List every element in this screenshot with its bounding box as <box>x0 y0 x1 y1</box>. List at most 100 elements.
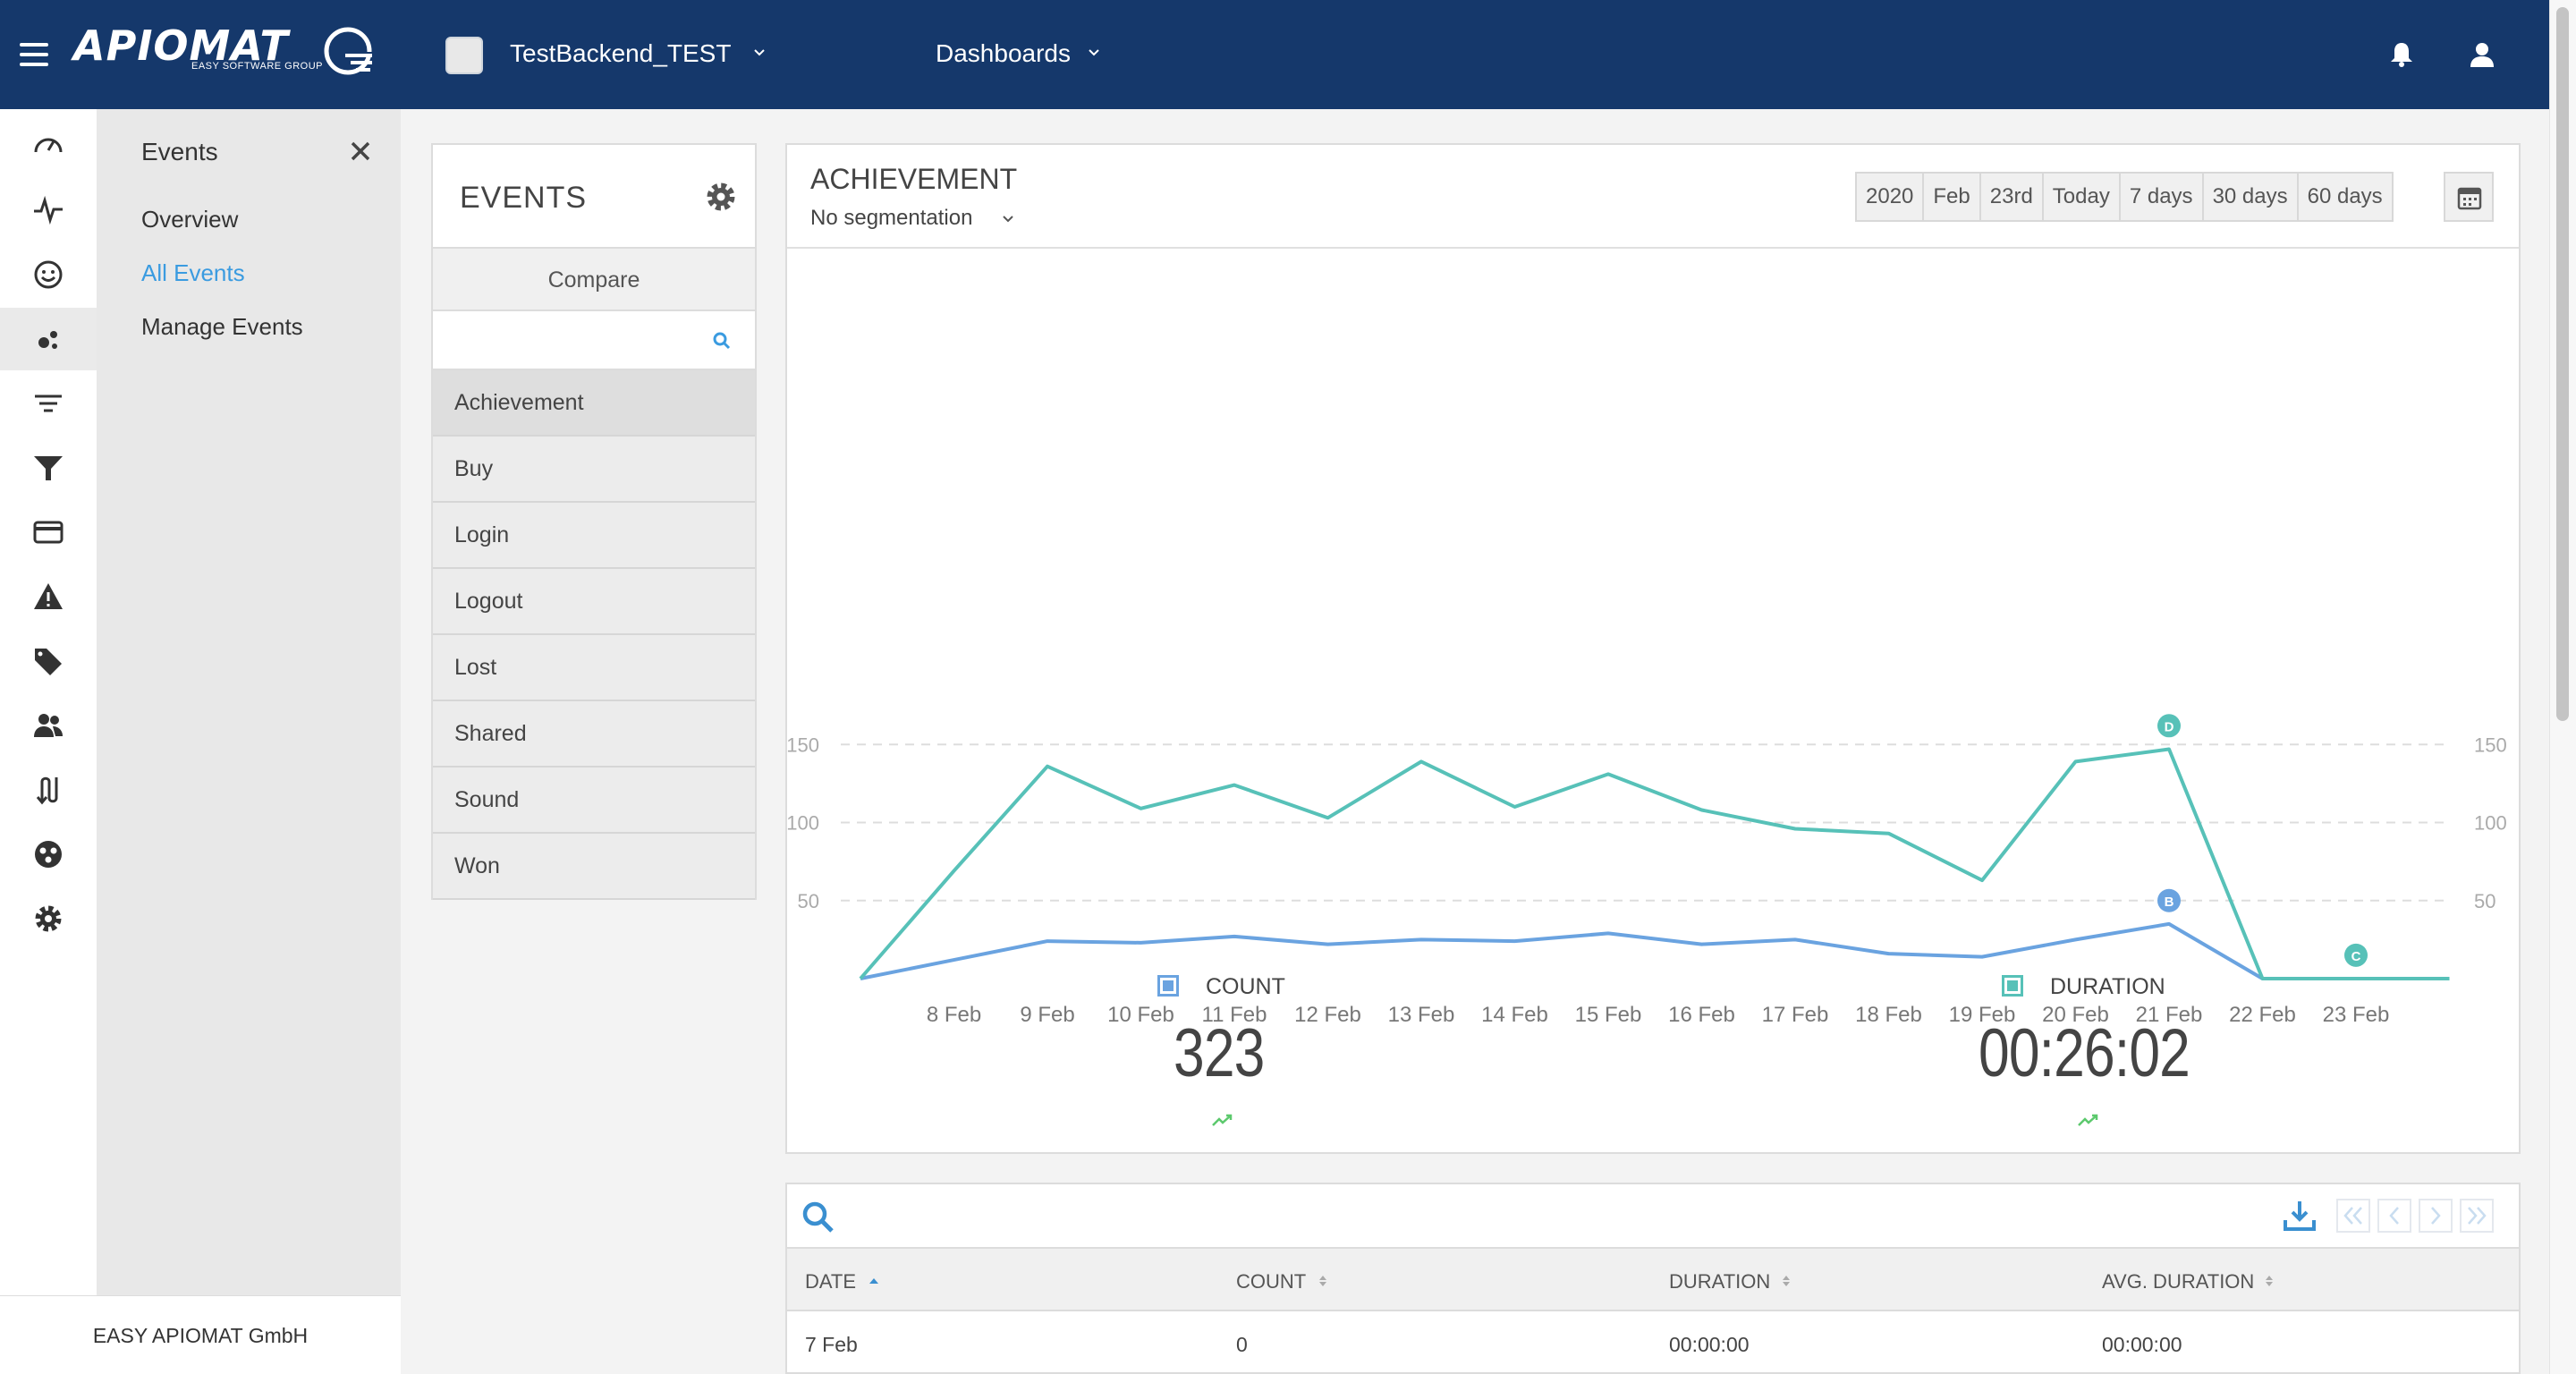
logo[interactable]: APIOMAT EASY SOFTWARE GROUP <box>73 21 377 84</box>
y-tick-label-left: 50 <box>798 890 819 912</box>
period-today-button[interactable]: Today <box>2044 174 2121 220</box>
column-header-avg-duration[interactable]: AVG. DURATION <box>2102 1270 2254 1293</box>
sort-icon[interactable] <box>1780 1274 1792 1288</box>
rail-events[interactable] <box>0 308 97 370</box>
close-icon[interactable] <box>349 140 372 163</box>
bell-icon[interactable] <box>2386 39 2417 70</box>
x-tick-label: 15 Feb <box>1575 1003 1642 1027</box>
gear-icon <box>31 902 65 936</box>
period-selector: 2020 Feb 23rd Today 7 days 30 days 60 da… <box>1855 172 2394 222</box>
scrollbar-thumb[interactable] <box>2556 7 2569 721</box>
rail-filters[interactable] <box>0 372 97 435</box>
period-23rd-button[interactable]: 23rd <box>1981 174 2044 220</box>
count-legend-swatch[interactable] <box>1157 975 1179 997</box>
x-tick-label: 8 Feb <box>927 1003 981 1027</box>
x-tick-label: 10 Feb <box>1107 1003 1174 1027</box>
table-header: DATE COUNT DURATION AVG. DURATION <box>787 1247 2519 1311</box>
chevron-down-icon[interactable] <box>1002 213 1014 225</box>
warning-icon <box>31 580 65 614</box>
y-tick-label-right: 100 <box>2474 812 2507 835</box>
first-page-button[interactable] <box>2336 1199 2370 1233</box>
chevron-down-icon[interactable] <box>753 47 766 59</box>
tag-icon <box>31 644 65 678</box>
submenu-link-overview[interactable]: Overview <box>141 206 238 233</box>
period-7-days-button[interactable]: 7 days <box>2121 174 2204 220</box>
funnel-icon <box>31 451 65 485</box>
x-tick-label: 22 Feb <box>2229 1003 2296 1027</box>
rail-analytics[interactable] <box>0 179 97 242</box>
event-item-lost[interactable]: Lost <box>433 635 755 701</box>
rail-dashboard[interactable] <box>0 114 97 177</box>
app-icon[interactable] <box>445 37 483 74</box>
event-item-shared[interactable]: Shared <box>433 701 755 768</box>
rail-engagement[interactable] <box>0 243 97 306</box>
table-cell-duration: 00:00:00 <box>1669 1333 1750 1357</box>
column-header-date[interactable]: DATE <box>805 1270 856 1293</box>
dashboard-icon <box>31 129 65 163</box>
period-feb-button[interactable]: Feb <box>1924 174 1980 220</box>
event-item-sound[interactable]: Sound <box>433 768 755 834</box>
top-bar: APIOMAT EASY SOFTWARE GROUP TestBackend_… <box>0 0 2549 109</box>
logo-subtitle: EASY SOFTWARE GROUP <box>191 61 323 72</box>
sort-asc-icon[interactable] <box>868 1274 880 1288</box>
events-search-input[interactable] <box>433 311 755 370</box>
filter-lines-icon <box>31 386 65 420</box>
event-item-logout[interactable]: Logout <box>433 569 755 635</box>
column-header-duration[interactable]: DURATION <box>1669 1270 1770 1293</box>
event-item-won[interactable]: Won <box>433 834 755 900</box>
x-tick-label: 17 Feb <box>1762 1003 1829 1027</box>
rail-users[interactable] <box>0 694 97 757</box>
hamburger-menu-icon[interactable] <box>20 43 48 66</box>
calendar-button[interactable] <box>2444 172 2494 222</box>
period-30-days-button[interactable]: 30 days <box>2204 174 2299 220</box>
rail-revenue[interactable] <box>0 501 97 564</box>
activity-icon <box>31 193 65 227</box>
prev-page-button[interactable] <box>2377 1199 2411 1233</box>
column-header-count[interactable]: COUNT <box>1236 1270 1306 1293</box>
rail-flows[interactable] <box>0 759 97 821</box>
download-icon[interactable] <box>2283 1199 2317 1233</box>
event-item-login[interactable]: Login <box>433 503 755 569</box>
event-item-achievement[interactable]: Achievement <box>433 370 755 437</box>
gear-icon[interactable] <box>703 179 739 215</box>
last-page-button[interactable] <box>2460 1199 2494 1233</box>
app-selector[interactable]: TestBackend_TEST <box>510 39 731 68</box>
segmentation-dropdown[interactable]: No segmentation <box>810 206 972 231</box>
icon-rail <box>0 109 97 1374</box>
rail-alerts[interactable] <box>0 565 97 628</box>
submenu-link-all-events[interactable]: All Events <box>141 259 245 287</box>
table-cell-date: 7 Feb <box>805 1333 858 1357</box>
smile-icon <box>31 258 65 292</box>
rail-crashes[interactable] <box>0 823 97 886</box>
chevron-down-icon[interactable] <box>1088 47 1100 59</box>
event-item-buy[interactable]: Buy <box>433 437 755 503</box>
events-panel-header: EVENTS <box>433 145 755 249</box>
chart-card: ACHIEVEMENT No segmentation 2020 Feb 23r… <box>785 143 2521 1154</box>
double-chevron-right-icon <box>2462 1200 2492 1231</box>
search-icon[interactable] <box>801 1200 835 1234</box>
sort-icon[interactable] <box>2263 1274 2275 1288</box>
annotation-label: B <box>2165 895 2174 910</box>
submenu-link-manage-events[interactable]: Manage Events <box>141 313 303 341</box>
y-tick-label-right: 50 <box>2474 890 2496 912</box>
user-icon[interactable] <box>2467 39 2497 70</box>
events-icon <box>31 322 65 356</box>
x-tick-label: 14 Feb <box>1481 1003 1548 1027</box>
period-60-days-button[interactable]: 60 days <box>2299 174 2392 220</box>
rail-funnels[interactable] <box>0 437 97 499</box>
compare-button[interactable]: Compare <box>433 249 755 311</box>
duration-legend-swatch[interactable] <box>2002 975 2023 997</box>
y-tick-label-left: 100 <box>787 812 819 835</box>
series-line-count <box>860 924 2450 979</box>
next-page-button[interactable] <box>2419 1199 2453 1233</box>
x-tick-label: 16 Feb <box>1668 1003 1735 1027</box>
search-icon[interactable] <box>712 331 732 351</box>
events-panel: EVENTS Compare Achievement Buy Login Log… <box>431 143 757 900</box>
sort-icon[interactable] <box>1317 1274 1329 1288</box>
table-cell-count: 0 <box>1236 1333 1248 1357</box>
y-tick-label-left: 150 <box>787 734 819 756</box>
dashboards-menu[interactable]: Dashboards <box>936 39 1071 68</box>
rail-tags[interactable] <box>0 630 97 692</box>
period-2020-button[interactable]: 2020 <box>1857 174 1924 220</box>
rail-settings[interactable] <box>0 887 97 950</box>
